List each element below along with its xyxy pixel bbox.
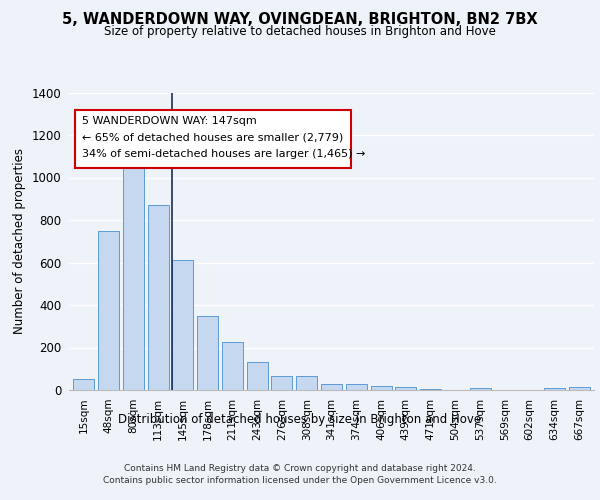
Text: 5, WANDERDOWN WAY, OVINGDEAN, BRIGHTON, BN2 7BX: 5, WANDERDOWN WAY, OVINGDEAN, BRIGHTON, … [62,12,538,28]
Bar [271,376,292,390]
Text: Contains HM Land Registry data © Crown copyright and database right 2024.: Contains HM Land Registry data © Crown c… [124,464,476,473]
Bar [470,388,491,390]
Bar [247,362,268,390]
Bar [197,316,218,390]
Text: 5 WANDERDOWN WAY: 147sqm: 5 WANDERDOWN WAY: 147sqm [82,116,257,126]
Bar [222,342,243,390]
Text: ← 65% of detached houses are smaller (2,779): ← 65% of detached houses are smaller (2,… [82,133,343,143]
Bar [371,386,392,390]
Bar [395,388,416,390]
Bar [148,205,169,390]
Bar [346,384,367,390]
Bar [296,376,317,390]
Text: Distribution of detached houses by size in Brighton and Hove: Distribution of detached houses by size … [118,412,482,426]
Bar [569,387,590,390]
Y-axis label: Number of detached properties: Number of detached properties [13,148,26,334]
Text: Contains public sector information licensed under the Open Government Licence v3: Contains public sector information licen… [103,476,497,485]
Bar [544,388,565,390]
Bar [172,260,193,390]
Text: 34% of semi-detached houses are larger (1,465) →: 34% of semi-detached houses are larger (… [82,150,365,160]
Bar [123,156,144,390]
Bar [73,380,94,390]
Bar [321,384,342,390]
Bar [98,230,119,390]
Text: Size of property relative to detached houses in Brighton and Hove: Size of property relative to detached ho… [104,25,496,38]
